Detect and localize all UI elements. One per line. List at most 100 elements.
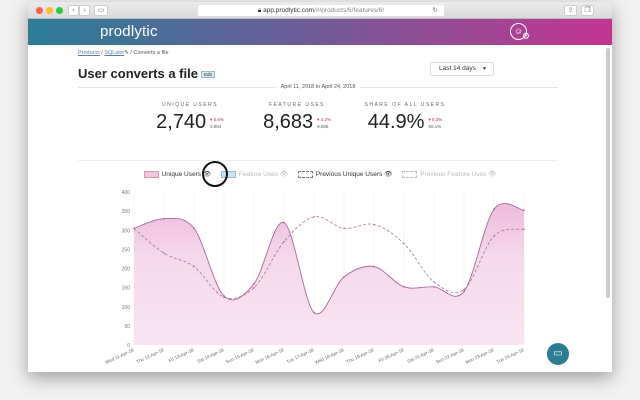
app-header: prodlytic ☺ ⚙ — [28, 19, 612, 45]
previous-unique-users-point — [403, 242, 405, 245]
y-tick-label: 250 — [122, 247, 131, 253]
breadcrumb-products[interactable]: Products — [78, 50, 100, 56]
previous-unique-users-point — [253, 286, 255, 289]
x-tick-label: Tue 17-Apr-18 — [286, 347, 315, 364]
reload-icon[interactable]: ↻ — [432, 7, 438, 14]
stat-change: ▾ 4.2% — [317, 116, 331, 122]
chat-icon: ▭ — [553, 348, 563, 359]
legend-swatch — [297, 170, 313, 178]
chat-button[interactable]: ▭ — [547, 343, 569, 365]
x-tick-label: Mon 23-Apr-18 — [465, 347, 495, 365]
previous-unique-users-line — [133, 216, 525, 299]
previous-unique-users-point — [523, 228, 525, 230]
edit-button[interactable]: Edit — [200, 71, 215, 79]
y-tick-label: 200 — [122, 267, 131, 273]
chart-legend: Unique Users 👁︎ Feature Uses 👁︎ Previous… — [0, 170, 640, 178]
url-host: app.prodlytic.com — [263, 7, 315, 14]
legend-label: Unique Users — [161, 171, 201, 178]
previous-unique-users-point — [133, 227, 135, 230]
legend-previous-feature-uses[interactable]: Previous Feature Uses 👁︎ — [402, 170, 496, 178]
legend-unique-users[interactable]: Unique Users 👁︎ — [143, 170, 211, 178]
breadcrumb-product[interactable]: SQLizer — [104, 50, 125, 56]
unique-users-point — [433, 285, 435, 288]
user-avatar-icon[interactable]: ☺ — [510, 23, 527, 40]
y-tick-label: 50 — [124, 324, 130, 330]
stat-label: UNIQUE USERS — [161, 102, 219, 108]
previous-unique-users-point — [313, 216, 315, 218]
legend-label: Previous Unique Users — [315, 171, 383, 178]
legend-feature-uses[interactable]: Feature Uses 👁︎ — [220, 170, 288, 178]
stat-share-of-users: SHARE OF ALL USERS 44.9% ▾ 5.3% 50.1% — [350, 102, 460, 134]
x-tick-label: Tue 24-Apr-18 — [496, 347, 525, 364]
x-tick-label: Sat 14-Apr-18 — [196, 347, 224, 364]
unique-users-point — [373, 265, 375, 268]
stat-value: 44.9% — [367, 111, 425, 133]
stat-previous: 9,065 — [317, 123, 329, 129]
x-tick-label: Sat 21-Apr-18 — [406, 347, 434, 364]
previous-unique-users-point — [463, 288, 465, 291]
x-tick-label: Fri 13-Apr-18 — [168, 347, 195, 363]
eye-icon[interactable]: 👁︎ — [384, 171, 393, 178]
eye-off-icon[interactable]: 👁︎ — [279, 171, 288, 178]
unique-users-point — [463, 290, 465, 293]
eye-off-icon[interactable]: 👁︎ — [488, 171, 497, 178]
x-tick-label: Thu 12-Apr-18 — [135, 347, 164, 364]
unique-users-point — [253, 282, 255, 285]
scrollbar[interactable] — [606, 48, 610, 298]
stat-value: 8,683 — [263, 111, 314, 133]
unique-users-area — [134, 203, 524, 345]
stat-previous: 2,904 — [210, 123, 222, 129]
logo[interactable]: prodlytic — [100, 23, 158, 40]
date-range-select[interactable]: Last 14 days ▼ — [430, 62, 494, 76]
breadcrumb-sep: / — [101, 50, 103, 56]
unique-users-point — [223, 295, 225, 297]
breadcrumb: Products / SQLizer✎ / Converts a file — [78, 50, 169, 56]
unique-users-point — [403, 285, 405, 288]
page-title-text: User converts a file — [78, 66, 198, 81]
y-tick-label: 150 — [122, 286, 131, 292]
zoom-window-button[interactable] — [56, 7, 63, 14]
breadcrumb-sep: / — [130, 50, 132, 56]
breadcrumb-current: Converts a file — [133, 50, 169, 56]
previous-unique-users-point — [223, 296, 225, 298]
divider — [78, 160, 558, 161]
stat-change: ▾ 5.6% — [210, 116, 224, 122]
share-icon[interactable]: ⇪ — [564, 5, 577, 16]
y-tick-label: 0 — [127, 343, 130, 349]
pencil-icon: ✎ — [124, 50, 129, 56]
stat-label: SHARE OF ALL USERS — [364, 102, 446, 108]
unique-users-point — [343, 276, 345, 278]
previous-unique-users-point — [193, 265, 195, 268]
gear-icon[interactable]: ⚙ — [522, 31, 531, 41]
previous-unique-users-point — [373, 223, 375, 226]
y-tick-label: 400 — [122, 190, 131, 196]
forward-button[interactable]: › — [79, 5, 90, 16]
stat-unique-users: UNIQUE USERS 2,740 ▾ 5.6% 2,904 — [135, 102, 245, 134]
date-range-label: April 11, 2018 to April 24, 2018 — [275, 84, 361, 90]
stat-feature-uses: FEATURE USES 8,683 ▾ 4.2% 9,065 — [242, 102, 352, 134]
sidebar-icon[interactable]: ▭ — [94, 5, 108, 16]
stat-previous: 50.1% — [428, 123, 442, 129]
legend-label: Feature Uses — [238, 171, 278, 178]
x-tick-label: Wed 18-Apr-18 — [314, 347, 345, 365]
legend-previous-unique-users[interactable]: Previous Unique Users 👁︎ — [297, 170, 393, 178]
y-tick-label: 100 — [122, 305, 131, 311]
x-tick-label: Mon 16-Apr-18 — [255, 347, 285, 365]
url-path: /#/products/6/features/6/ — [314, 7, 385, 14]
back-button[interactable]: ‹ — [68, 5, 79, 16]
address-bar[interactable]: 🔒︎ app.prodlytic.com/#/products/6/featur… — [198, 5, 444, 16]
previous-unique-users-point — [493, 235, 495, 237]
chevron-down-icon: ▼ — [482, 66, 487, 72]
x-tick-label: Sun 15-Apr-18 — [225, 347, 255, 364]
page-title: User converts a file Edit — [78, 66, 215, 81]
x-tick-label: Sun 22-Apr-18 — [435, 347, 465, 364]
tabs-icon[interactable]: ❐ — [581, 5, 594, 16]
x-tick-label: Fri 20-Apr-18 — [378, 347, 405, 363]
unique-users-point — [523, 209, 525, 212]
legend-label: Previous Feature Uses — [420, 171, 487, 178]
date-range-value: Last 14 days — [439, 65, 476, 72]
minimize-window-button[interactable] — [46, 7, 53, 14]
unique-users-point — [493, 208, 495, 211]
close-window-button[interactable] — [36, 7, 43, 14]
